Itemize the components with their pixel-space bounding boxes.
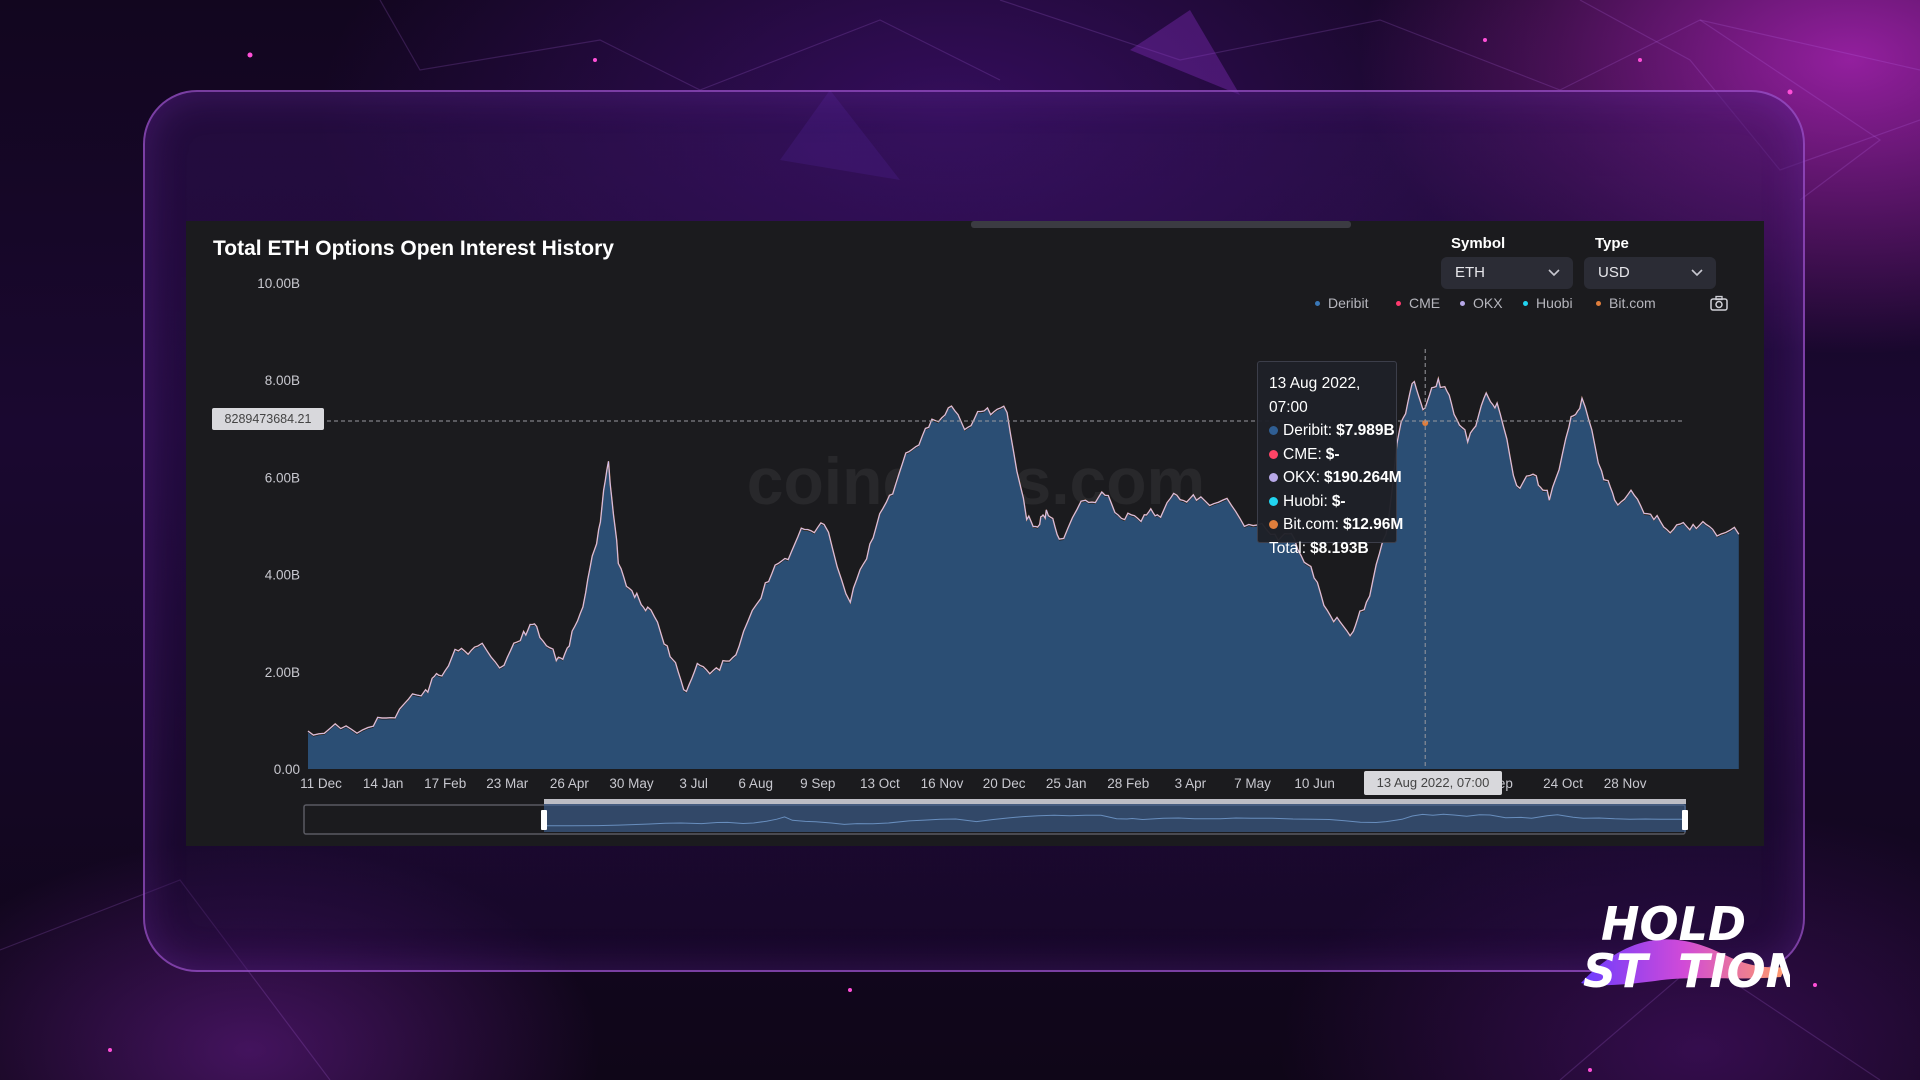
x-tick-label: 28 Feb <box>1107 776 1149 791</box>
tooltip-total: Total: $8.193B <box>1269 537 1385 561</box>
tooltip-label: Deribit: <box>1283 422 1333 439</box>
x-tick-label: 13 Oct <box>860 776 900 791</box>
x-tick-label: 25 Jan <box>1046 776 1087 791</box>
tooltip-label: OKX: <box>1283 469 1321 486</box>
series-layer <box>307 375 1740 769</box>
x-tick-label: 16 Nov <box>921 776 964 791</box>
tooltip-total-label: Total: <box>1269 539 1307 557</box>
logo-swoosh <box>1581 939 1785 986</box>
crosshair-y-label: 8289473684.21 <box>212 408 324 430</box>
y-tick-label: 4.00B <box>265 568 300 583</box>
tooltip-row-bitcom: Bit.com: $12.96M <box>1269 513 1403 537</box>
tooltip-value: $- <box>1325 445 1340 463</box>
tooltip-label: Bit.com: <box>1283 516 1339 533</box>
navigator-selection-top <box>544 799 1686 804</box>
series-area-deribit <box>308 380 1739 769</box>
type-label: Type <box>1595 235 1629 252</box>
y-tick-label: 6.00B <box>265 470 300 485</box>
range-navigator <box>303 799 1688 835</box>
legend-label: Bit.com <box>1609 295 1656 311</box>
scrollbar-thumb[interactable] <box>971 221 1351 228</box>
chevron-down-icon <box>1548 269 1560 277</box>
navigator-series <box>545 813 1683 827</box>
x-tick-label: 7 May <box>1234 776 1271 791</box>
y-tick-label: 8.00B <box>265 373 300 388</box>
legend-label: OKX <box>1473 295 1503 311</box>
chart-title: Total ETH Options Open Interest History <box>213 237 614 260</box>
x-tick-label: 30 May <box>609 776 654 791</box>
chart-tooltip: 13 Aug 2022, 07:00 Deribit: $7.989B CME:… <box>1257 361 1403 557</box>
tooltip-dot <box>1269 520 1278 530</box>
legend-label: Deribit <box>1328 295 1369 311</box>
holdstation-logo: HOLD ST TION <box>1581 897 1790 998</box>
legend-dot <box>1460 300 1465 306</box>
tooltip-label: CME: <box>1283 445 1322 463</box>
type-select[interactable]: USD <box>1584 257 1716 289</box>
y-tick-label: 0.00 <box>274 762 300 777</box>
crosshair-x-label: 13 Aug 2022, 07:00 <box>1364 771 1502 795</box>
legend-dot <box>1596 300 1601 306</box>
legend-item-cme[interactable]: CME <box>1396 295 1440 311</box>
open-interest-chart: coinglass.com 0.002.00B4.00B6.00B8.00B10… <box>257 276 1740 835</box>
x-tick-label: 6 Aug <box>738 776 773 791</box>
y-tick-label: 2.00B <box>265 665 300 680</box>
x-tick-label: 20 Dec <box>983 776 1026 791</box>
tooltip-label: Huobi: <box>1283 492 1328 510</box>
chart-panel: coinglass.com 0.002.00B4.00B6.00B8.00B10… <box>186 221 1764 846</box>
x-tick-label: 24 Oct <box>1543 776 1583 791</box>
chevron-down-icon <box>1691 269 1703 277</box>
tooltip-row-cme: CME: $- <box>1269 443 1385 467</box>
legend-item-deribit[interactable]: Deribit <box>1315 295 1368 311</box>
tooltip-row-okx: OKX: $190.264M <box>1269 466 1402 490</box>
camera-icon[interactable] <box>1710 295 1728 311</box>
navigator-selection <box>544 801 1686 832</box>
tooltip-dot <box>1269 473 1278 483</box>
x-tick-label: 26 Apr <box>550 776 590 791</box>
legend-item-okx[interactable]: OKX <box>1460 295 1503 311</box>
legend-dot <box>1315 300 1320 306</box>
tooltip-value: $190.264M <box>1324 469 1402 486</box>
x-axis: 11 Dec 14 Jan 17 Feb 23 Mar 26 Apr 30 May 3 Ju… <box>300 776 1647 791</box>
tooltip-value: $7.989B <box>1336 422 1395 439</box>
legend-item-bitcom[interactable]: Bit.com <box>1596 295 1656 311</box>
symbol-label: Symbol <box>1451 235 1506 252</box>
x-tick-label: 9 Sep <box>800 776 835 791</box>
symbol-select-value: ETH <box>1455 264 1485 281</box>
x-tick-label: 14 Jan <box>363 776 404 791</box>
x-tick-label: 10 Jun <box>1294 776 1335 791</box>
y-axis: 0.00 2.00B 4.00B 6.00B 8.00B 10.00B <box>257 276 300 777</box>
x-tick-label: 3 Apr <box>1175 776 1207 791</box>
x-tick-label: 28 Nov <box>1604 776 1647 791</box>
x-tick-label: 3 Jul <box>679 776 708 791</box>
legend-item-huobi[interactable]: Huobi <box>1523 295 1573 311</box>
type-select-value: USD <box>1598 264 1630 281</box>
x-tick-label: 17 Feb <box>424 776 466 791</box>
tooltip-dot <box>1269 496 1278 506</box>
legend-dot <box>1523 300 1528 306</box>
x-tick-label: 23 Mar <box>486 776 529 791</box>
tooltip-value: $12.96M <box>1342 516 1404 533</box>
tooltip-date: 13 Aug 2022, 07:00 <box>1269 375 1361 416</box>
tooltip-row-deribit: Deribit: $7.989B <box>1269 419 1395 443</box>
tooltip-total-value: $8.193B <box>1310 539 1369 557</box>
x-tick-label: 11 Dec <box>300 776 342 791</box>
navigator-right-handle <box>1682 810 1688 830</box>
symbol-select[interactable]: ETH <box>1441 257 1573 289</box>
legend-label: Huobi <box>1536 295 1573 311</box>
y-tick-label: 10.00B <box>257 276 300 291</box>
navigator-left-handle <box>541 810 547 830</box>
logo-text-bottom-left: ST <box>1583 944 1651 998</box>
tooltip-row-huobi: Huobi: $- <box>1269 490 1385 514</box>
tooltip-value: $- <box>1331 492 1346 510</box>
tooltip-dot <box>1269 426 1278 436</box>
legend-label: CME <box>1409 295 1441 311</box>
legend-dot <box>1396 300 1401 306</box>
series-edge-okx <box>307 376 1740 736</box>
logo-text-bottom-right: TION <box>1678 944 1790 998</box>
logo-text-top: HOLD <box>1601 897 1746 951</box>
tooltip-dot <box>1269 449 1278 459</box>
